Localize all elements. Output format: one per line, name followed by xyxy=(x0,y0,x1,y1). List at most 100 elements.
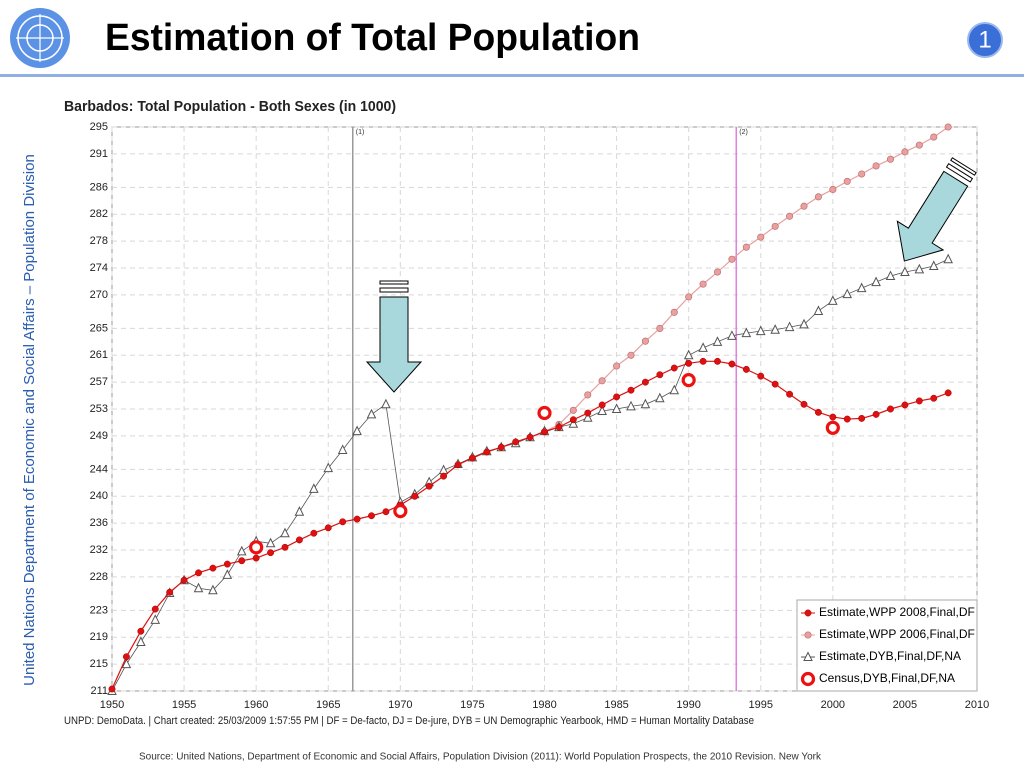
point xyxy=(468,454,476,462)
point xyxy=(309,483,319,493)
point xyxy=(828,295,838,305)
x-tick-label: 1990 xyxy=(676,699,700,711)
point xyxy=(944,389,952,397)
x-tick-label: 1970 xyxy=(388,699,412,711)
y-tick-label: 253 xyxy=(90,403,108,415)
badge-number: 1 xyxy=(978,26,991,53)
point xyxy=(727,330,737,340)
point xyxy=(714,357,721,365)
y-tick-label: 244 xyxy=(90,463,108,475)
x-tick-label: 1975 xyxy=(460,699,484,711)
point xyxy=(310,529,318,537)
point xyxy=(512,438,520,446)
point xyxy=(843,177,851,185)
point xyxy=(222,569,233,579)
point xyxy=(915,141,923,149)
point xyxy=(323,462,334,473)
x-tick-label: 2010 xyxy=(965,699,989,711)
point xyxy=(825,420,840,435)
point xyxy=(526,433,534,441)
point xyxy=(627,351,635,359)
y-tick-label: 278 xyxy=(90,235,108,247)
x-tick-label: 1965 xyxy=(316,699,340,711)
point xyxy=(541,428,548,436)
point xyxy=(122,653,130,661)
legend-label: Census,DYB,Final,DF,NA xyxy=(819,671,955,685)
point xyxy=(353,515,361,523)
point xyxy=(799,318,809,329)
point xyxy=(843,415,851,423)
point xyxy=(281,543,289,551)
point xyxy=(800,400,808,408)
y-tick-label: 240 xyxy=(90,490,108,502)
point xyxy=(598,377,606,385)
point xyxy=(930,394,938,402)
point xyxy=(569,406,577,414)
y-tick-label: 265 xyxy=(90,322,108,334)
point xyxy=(339,518,347,526)
point xyxy=(712,336,723,346)
point xyxy=(885,270,896,281)
point xyxy=(655,392,665,403)
plot: 211 215 219 223 228 232 236 240 244 249 253 257 261 2… xyxy=(90,121,990,711)
y-tick-label: 282 xyxy=(90,208,108,220)
legend-box xyxy=(796,599,978,692)
point xyxy=(814,193,822,201)
point xyxy=(208,584,218,595)
point xyxy=(180,576,188,584)
un-logo xyxy=(10,8,70,68)
point xyxy=(771,380,779,388)
legend-label: Estimate,WPP 2006,Final,DF xyxy=(819,627,975,641)
point xyxy=(393,503,408,519)
point xyxy=(771,222,779,230)
point xyxy=(670,364,678,372)
point xyxy=(640,398,651,409)
x-tick-label: 2005 xyxy=(893,699,917,711)
point xyxy=(236,545,247,556)
point xyxy=(483,448,491,456)
y-tick-label: 228 xyxy=(90,571,108,583)
point xyxy=(151,605,159,613)
x-tick-label: 1995 xyxy=(749,699,773,711)
point xyxy=(252,554,260,562)
point xyxy=(294,506,305,516)
x-tick-label: 1985 xyxy=(604,699,628,711)
point xyxy=(265,537,276,548)
point xyxy=(742,365,750,373)
point xyxy=(150,614,161,624)
y-tick-label: 215 xyxy=(90,658,108,670)
point xyxy=(669,384,680,395)
point xyxy=(569,416,577,424)
point xyxy=(411,492,419,500)
legend-marker xyxy=(803,651,813,661)
point xyxy=(656,324,664,332)
point xyxy=(757,372,765,380)
point xyxy=(626,400,636,411)
point xyxy=(858,414,866,422)
point xyxy=(641,337,649,345)
point xyxy=(742,243,750,251)
y-tick-label: 219 xyxy=(90,631,108,643)
x-tick-label: 1950 xyxy=(100,699,124,711)
point xyxy=(901,401,909,409)
y-tick-label: 274 xyxy=(90,262,108,274)
point xyxy=(166,588,174,596)
point xyxy=(584,409,592,417)
chart-title: Barbados: Total Population - Both Sexes … xyxy=(64,98,396,115)
header-rule xyxy=(0,74,1024,77)
x-tick-label: 2000 xyxy=(821,699,845,711)
point xyxy=(368,512,375,520)
point xyxy=(829,413,837,421)
x-tick-label: 1980 xyxy=(532,699,556,711)
point xyxy=(425,482,433,490)
point xyxy=(670,308,678,316)
point xyxy=(728,360,736,368)
point xyxy=(728,255,736,263)
reference-label: (2) xyxy=(739,129,748,136)
x-tick-label: 1960 xyxy=(244,699,268,711)
point xyxy=(324,524,332,532)
point xyxy=(886,155,895,163)
point xyxy=(267,549,275,557)
point xyxy=(915,397,923,405)
